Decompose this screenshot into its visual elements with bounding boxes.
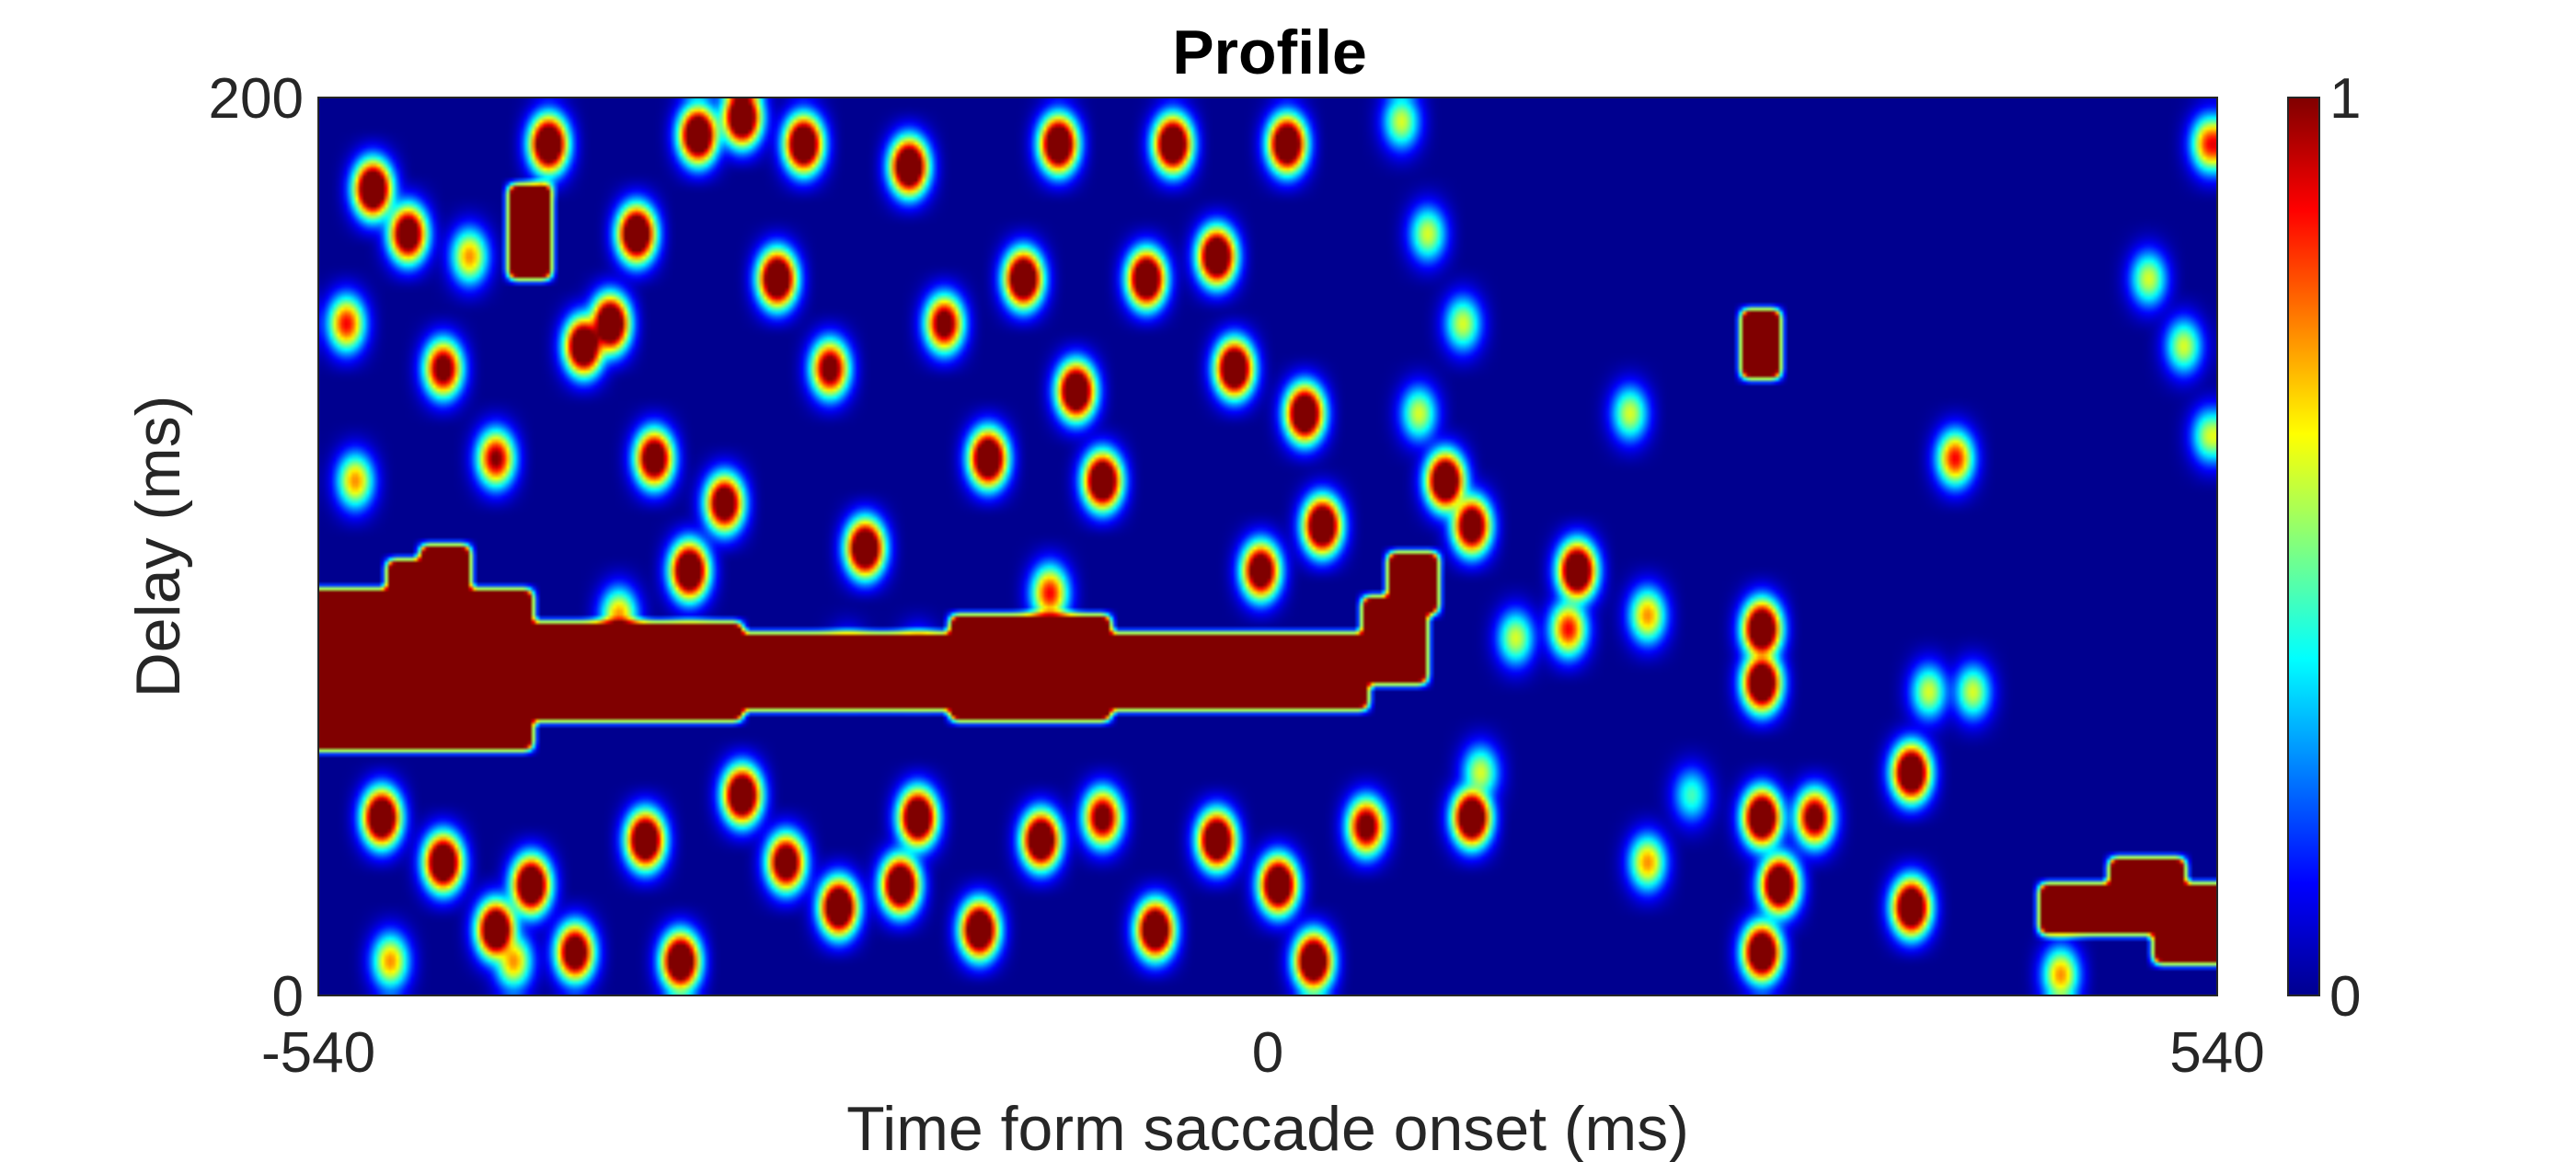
x-tick-label: -540 xyxy=(261,1021,375,1085)
y-tick-label: 200 xyxy=(209,67,304,131)
heatmap-plot-area xyxy=(317,97,2218,996)
colorbar-tick-label: 1 xyxy=(2329,67,2361,131)
heatmap-image xyxy=(318,98,2217,995)
colorbar: 1 0 xyxy=(2287,67,2361,1029)
y-axis-ticks: 0 200 xyxy=(209,67,304,1029)
chart-title: Profile xyxy=(1172,17,1367,87)
x-axis-ticks: -540 0 540 xyxy=(261,1021,2265,1085)
colorbar-gradient xyxy=(2287,97,2320,996)
x-tick-label: 0 xyxy=(1252,1021,1283,1085)
x-tick-label: 540 xyxy=(2169,1021,2264,1085)
x-axis-label: Time form saccade onset (ms) xyxy=(846,1094,1689,1162)
colorbar-tick-label: 0 xyxy=(2329,965,2361,1029)
plot-frame xyxy=(317,97,2218,996)
y-tick-label: 0 xyxy=(272,965,304,1029)
y-axis-label: Delay (ms) xyxy=(123,396,193,698)
